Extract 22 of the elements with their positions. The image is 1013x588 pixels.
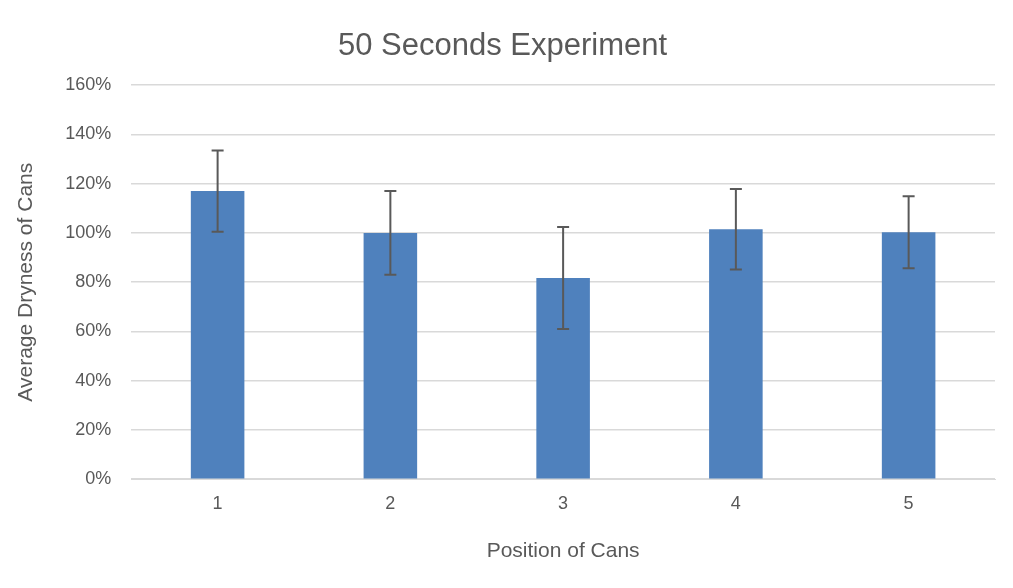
bar bbox=[536, 278, 590, 479]
chart-title: 50 Seconds Experiment bbox=[337, 27, 668, 63]
x-tick-label: 2 bbox=[385, 492, 396, 513]
bar bbox=[881, 232, 936, 479]
y-tick-label: 20% bbox=[75, 418, 112, 439]
y-tick-label: 140% bbox=[65, 123, 112, 144]
x-tick-label: 1 bbox=[212, 492, 223, 513]
x-tick-label: 5 bbox=[903, 492, 914, 513]
bar bbox=[363, 232, 418, 479]
y-tick-label: 120% bbox=[65, 172, 112, 193]
x-axis-title: Position of Cans bbox=[486, 538, 640, 562]
y-tick-label: 60% bbox=[75, 320, 112, 341]
y-tick-label: 160% bbox=[65, 74, 112, 95]
y-axis-title: Average Dryness of Cans bbox=[13, 162, 37, 402]
x-tick-label: 3 bbox=[558, 492, 569, 513]
y-tick-label: 100% bbox=[65, 221, 112, 242]
y-tick-label: 80% bbox=[75, 271, 112, 292]
bar bbox=[709, 229, 763, 479]
y-tick-label: 40% bbox=[75, 369, 112, 390]
y-tick-label: 0% bbox=[85, 468, 112, 489]
bar bbox=[190, 191, 245, 479]
x-tick-label: 4 bbox=[730, 492, 741, 513]
